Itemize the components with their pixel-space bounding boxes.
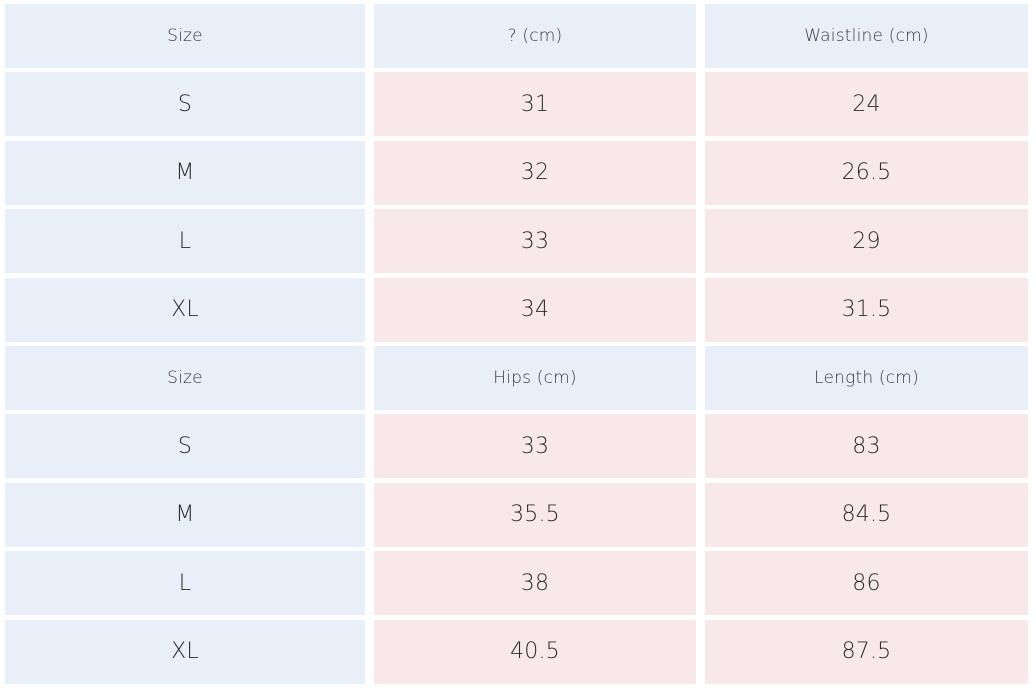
- size-cell: M: [5, 482, 365, 547]
- value-cell: 31.5: [705, 277, 1028, 342]
- size-cell: L: [5, 551, 365, 616]
- header-hips: Hips (cm): [374, 345, 696, 410]
- value-cell: 38: [374, 551, 696, 616]
- header-size: Size: [5, 4, 365, 68]
- header-unknown-measure: ? (cm): [374, 4, 696, 68]
- size-chart-table: Size ? (cm) Waistline (cm) S 31 24 M 32 …: [5, 4, 1028, 684]
- header-size: Size: [5, 345, 365, 410]
- value-cell: 26.5: [705, 140, 1028, 205]
- value-cell: 31: [374, 72, 696, 137]
- value-cell: 33: [374, 414, 696, 479]
- value-cell: 84.5: [705, 482, 1028, 547]
- size-cell: XL: [5, 277, 365, 342]
- value-cell: 32: [374, 140, 696, 205]
- value-cell: 33: [374, 209, 696, 274]
- size-cell: S: [5, 72, 365, 137]
- value-cell: 34: [374, 277, 696, 342]
- header-waistline: Waistline (cm): [705, 4, 1028, 68]
- size-cell: L: [5, 209, 365, 274]
- value-cell: 29: [705, 209, 1028, 274]
- value-cell: 40.5: [374, 619, 696, 684]
- size-cell: XL: [5, 619, 365, 684]
- value-cell: 87.5: [705, 619, 1028, 684]
- value-cell: 86: [705, 551, 1028, 616]
- value-cell: 83: [705, 414, 1028, 479]
- size-cell: M: [5, 140, 365, 205]
- header-length: Length (cm): [705, 345, 1028, 410]
- value-cell: 35.5: [374, 482, 696, 547]
- value-cell: 24: [705, 72, 1028, 137]
- size-cell: S: [5, 414, 365, 479]
